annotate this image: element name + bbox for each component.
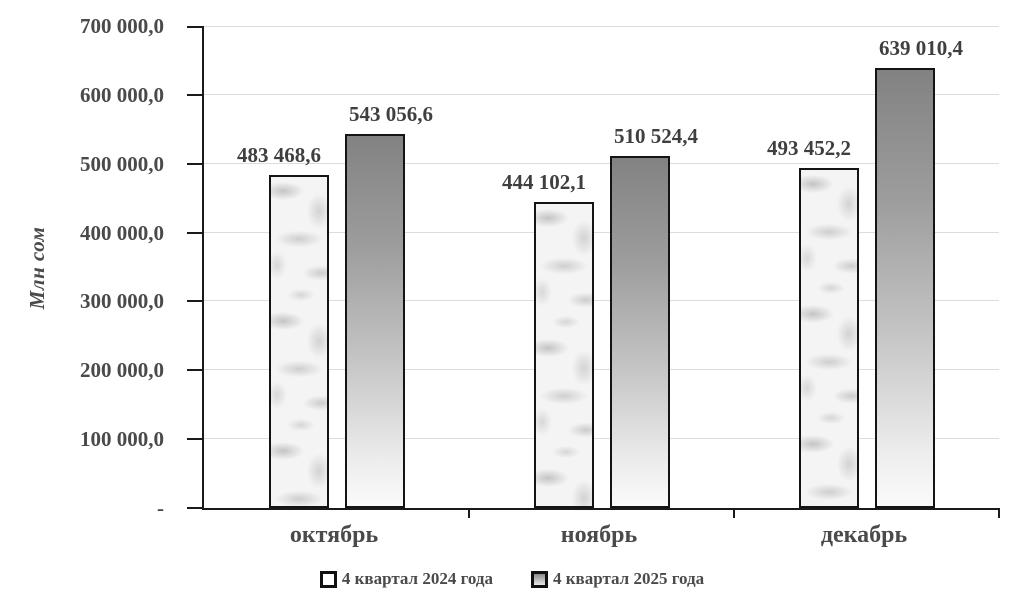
bar-2024-октябрь xyxy=(269,175,329,508)
x-axis-label-october: октябрь xyxy=(289,522,379,548)
legend: 4 квартал 2024 года 4 квартал 2025 года xyxy=(0,566,1024,592)
legend-label-2025: 4 квартал 2025 года xyxy=(553,569,705,588)
x-axis-tick xyxy=(998,508,1000,518)
bar-value-label-2024-октябрь: 483 468,6 xyxy=(237,143,321,167)
legend-item-2025: 4 квартал 2025 года xyxy=(531,569,704,589)
y-axis-tick xyxy=(187,232,204,234)
y-axis-tick xyxy=(187,438,204,440)
y-axis-tick xyxy=(187,26,204,28)
bar-2025-декабрь xyxy=(875,68,935,508)
y-axis-tick xyxy=(187,94,204,96)
x-axis-tick xyxy=(468,508,470,518)
bar-value-label-2025-декабрь: 639 010,4 xyxy=(879,36,963,60)
gridline xyxy=(204,369,999,370)
y-axis-tick xyxy=(187,507,204,509)
bar-2025-ноябрь xyxy=(610,156,670,508)
y-axis-tick-label: 300 000,0 xyxy=(80,289,164,313)
y-axis-tick-label: 600 000,0 xyxy=(80,83,164,107)
bar-value-label-2025-октябрь: 543 056,6 xyxy=(349,102,433,126)
gridline xyxy=(204,300,999,301)
bar-2024-ноябрь xyxy=(534,202,594,508)
y-axis-tick xyxy=(187,163,204,165)
bar-2025-октябрь xyxy=(345,134,405,508)
legend-swatch-2025-icon xyxy=(531,570,548,588)
y-axis-tick xyxy=(187,369,204,371)
bar-value-label-2025-ноябрь: 510 524,4 xyxy=(614,124,698,148)
gridline xyxy=(204,232,999,233)
y-axis-tick-label: 100 000,0 xyxy=(80,427,164,451)
bar-value-label-2024-ноябрь: 444 102,1 xyxy=(502,170,586,194)
y-axis-tick xyxy=(187,300,204,302)
legend-label-2024: 4 квартал 2024 года xyxy=(341,569,493,588)
y-axis-tick-label: 400 000,0 xyxy=(80,221,164,245)
gridline xyxy=(204,94,999,95)
y-axis-tick-label: 700 000,0 xyxy=(80,14,164,38)
plot-area xyxy=(187,26,1000,518)
legend-item-2024: 4 квартал 2024 года xyxy=(319,569,493,589)
gridline xyxy=(204,438,999,439)
x-axis-label-november: ноябрь xyxy=(560,522,638,548)
gridline xyxy=(204,163,999,164)
gridline xyxy=(204,26,999,27)
bar-2024-декабрь xyxy=(799,168,859,508)
bar-value-label-2024-декабрь: 493 452,2 xyxy=(767,136,851,160)
x-axis-tick xyxy=(733,508,735,518)
x-axis-label-december: декабрь xyxy=(820,522,908,548)
y-axis-tick-label: - xyxy=(157,496,164,520)
legend-swatch-2024-icon xyxy=(319,570,337,588)
y-axis-tick-label: 500 000,0 xyxy=(80,152,164,176)
y-axis-tick-label: 200 000,0 xyxy=(80,358,164,382)
